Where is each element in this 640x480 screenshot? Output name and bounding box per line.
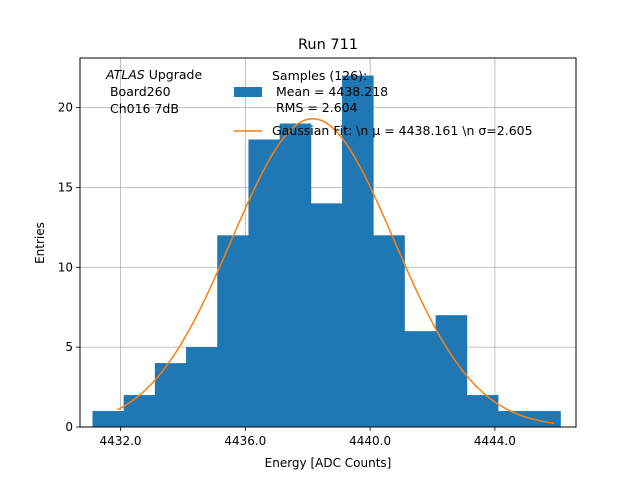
- legend-histogram-label-line: Mean = 4438.218: [272, 84, 388, 99]
- x-axis-ticks: 4432.0 4436.0 4440.0 4444.0: [100, 427, 516, 448]
- x-tick-label: 4440.0: [349, 434, 391, 448]
- legend: Samples (126): Mean = 4438.218 RMS = 2.6…: [234, 68, 533, 138]
- annotation-line-2: Board260: [106, 84, 171, 99]
- x-tick-label: 4436.0: [224, 434, 266, 448]
- histogram-bar: [217, 235, 249, 427]
- histogram-bar: [248, 139, 280, 427]
- histogram-bar: [311, 203, 343, 427]
- histogram-bar: [467, 395, 499, 427]
- histogram-bar: [124, 395, 156, 427]
- histogram-bar: [186, 347, 218, 427]
- histogram-bar: [92, 411, 124, 427]
- atlas-label: ATLAS: [105, 67, 145, 82]
- y-tick-label: 10: [58, 260, 73, 274]
- y-tick-label: 0: [65, 420, 73, 434]
- legend-fit-label: Gaussian Fit: \n μ = 4438.161 \n σ=2.605: [272, 123, 533, 138]
- y-axis-label: Entries: [33, 222, 47, 264]
- y-tick-label: 5: [65, 340, 73, 354]
- legend-histogram-swatch: [234, 87, 262, 97]
- x-tick-label: 4444.0: [474, 434, 516, 448]
- histogram-bar: [155, 363, 187, 427]
- chart-title: Run 711: [298, 37, 358, 53]
- y-tick-label: 15: [58, 180, 73, 194]
- legend-histogram-label-line: Samples (126):: [272, 68, 367, 83]
- histogram-bar: [280, 123, 312, 427]
- histogram-chart: 4432.0 4436.0 4440.0 4444.0 0 5 10 15 20 Run 71…: [0, 0, 640, 480]
- y-axis-ticks: 0 5 10 15 20: [58, 101, 80, 434]
- histogram-bar: [498, 411, 530, 427]
- histogram-bar: [404, 331, 436, 427]
- y-tick-label: 20: [58, 101, 73, 115]
- svg-text:ATLAS Upgrade: ATLAS Upgrade: [105, 67, 202, 82]
- annotation-line-3: Ch016 7dB: [106, 101, 179, 116]
- x-axis-label: Energy [ADC Counts]: [265, 456, 392, 470]
- x-tick-label: 4432.0: [100, 434, 142, 448]
- annotation-line-1: Upgrade: [145, 67, 203, 82]
- atlas-annotation: ATLAS Upgrade Board260 Ch016 7dB: [105, 67, 202, 116]
- legend-histogram-label-line: RMS = 2.604: [272, 100, 358, 115]
- histogram-bar: [373, 235, 405, 427]
